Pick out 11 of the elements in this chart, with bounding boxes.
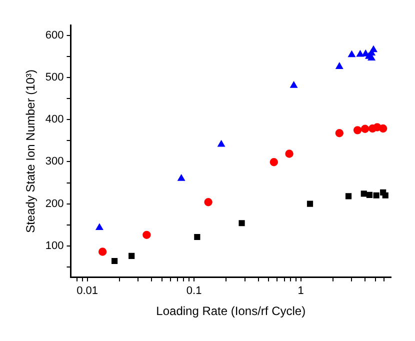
x-tick-label: 1 [298, 285, 304, 298]
x-tick-label: 0.01 [76, 285, 98, 298]
x-tick-label: 0.1 [186, 285, 202, 298]
y-tick-label: 500 [45, 72, 64, 84]
y-tick-label: 100 [45, 240, 64, 252]
y-tick-label: 200 [45, 198, 64, 210]
y-axis-title: Steady State Ion Number (10³) [24, 69, 38, 233]
x-axis-title: Loading Rate (Ions/rf Cycle) [156, 304, 306, 318]
y-tick-label: 600 [45, 30, 64, 42]
y-tick-label: 400 [45, 114, 64, 126]
y-tick-label: 300 [45, 156, 64, 168]
